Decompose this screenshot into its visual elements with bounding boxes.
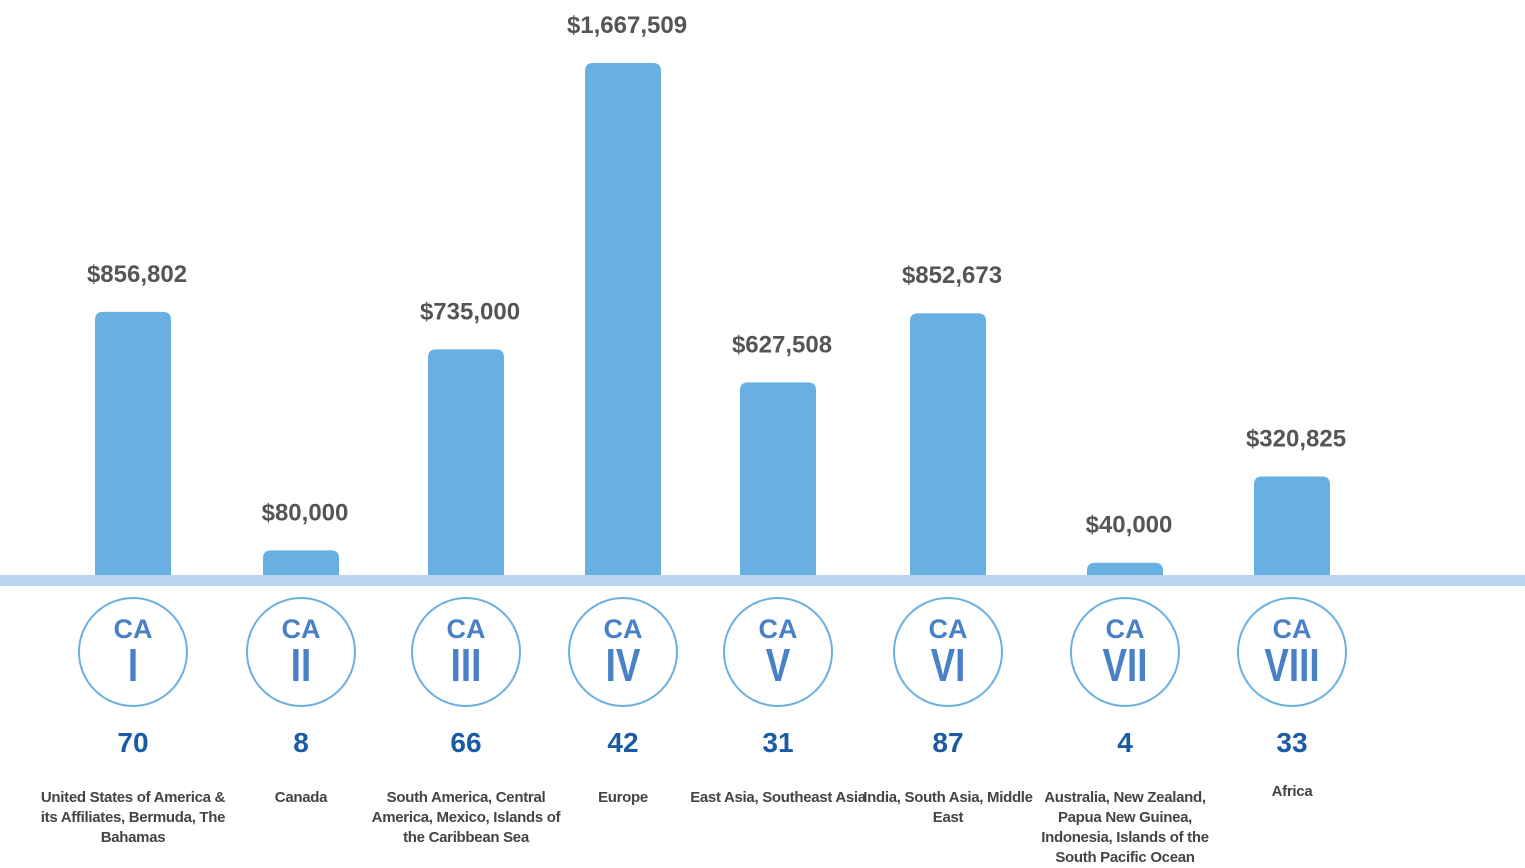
region-label: India, South Asia, Middle East bbox=[863, 789, 1033, 826]
zone-badge bbox=[1070, 597, 1180, 707]
zone-count: 70 bbox=[117, 727, 148, 758]
value-label: $856,802 bbox=[87, 261, 187, 288]
zone-count: 31 bbox=[762, 727, 793, 758]
value-label: $80,000 bbox=[262, 499, 349, 526]
bar bbox=[1254, 476, 1330, 575]
zone-badge bbox=[78, 597, 188, 707]
region-label: Europe bbox=[598, 789, 648, 806]
zone-badge bbox=[411, 597, 521, 707]
zone-prefix: CA bbox=[282, 614, 321, 644]
zone-badge bbox=[246, 597, 356, 707]
zone-numeral: IV bbox=[606, 639, 641, 691]
zone-numeral: VI bbox=[931, 639, 966, 691]
zone-prefix: CA bbox=[604, 614, 643, 644]
bar bbox=[740, 382, 816, 575]
zone-count: 66 bbox=[450, 727, 481, 758]
value-label: $320,825 bbox=[1246, 425, 1346, 452]
zone-numeral: III bbox=[451, 639, 482, 691]
zone-count: 87 bbox=[932, 727, 963, 758]
zone-prefix: CA bbox=[1273, 614, 1312, 644]
value-label: $627,508 bbox=[732, 331, 832, 358]
zone-numeral: VII bbox=[1103, 639, 1148, 691]
region-label: Africa bbox=[1271, 783, 1313, 800]
zone-prefix: CA bbox=[929, 614, 968, 644]
zone-numeral: II bbox=[291, 639, 311, 691]
zone-prefix: CA bbox=[1106, 614, 1145, 644]
zone-badge bbox=[1237, 597, 1347, 707]
region-label: Australia, New Zealand, Papua New Guinea… bbox=[1041, 789, 1209, 866]
bar bbox=[428, 349, 504, 575]
region-label: South America, Central America, Mexico, … bbox=[371, 789, 561, 846]
zone-numeral: VIII bbox=[1264, 639, 1319, 691]
bar bbox=[263, 550, 339, 575]
zone-count: 8 bbox=[293, 727, 309, 758]
region-label: United States of America & its Affiliate… bbox=[40, 789, 226, 846]
zone-count: 42 bbox=[607, 727, 638, 758]
baseline-band bbox=[0, 575, 1525, 586]
zone-badge bbox=[723, 597, 833, 707]
region-label: Canada bbox=[274, 789, 328, 806]
region-label: East Asia, Southeast Asia bbox=[690, 789, 866, 806]
zone-prefix: CA bbox=[759, 614, 798, 644]
bar bbox=[910, 313, 986, 575]
value-label: $852,673 bbox=[902, 262, 1002, 289]
bar bbox=[585, 63, 661, 575]
zone-numeral: I bbox=[128, 639, 138, 691]
zone-numeral: V bbox=[766, 639, 791, 691]
value-label: $40,000 bbox=[1086, 512, 1173, 539]
zone-prefix: CA bbox=[114, 614, 153, 644]
zone-count: 4 bbox=[1117, 727, 1133, 758]
value-label: $1,667,509 bbox=[567, 12, 687, 39]
value-label: $735,000 bbox=[420, 298, 520, 325]
zone-prefix: CA bbox=[447, 614, 486, 644]
bar bbox=[95, 311, 171, 575]
zone-count: 33 bbox=[1276, 727, 1307, 758]
zone-badge bbox=[568, 597, 678, 707]
zone-badge bbox=[893, 597, 1003, 707]
bar bbox=[1087, 562, 1163, 575]
